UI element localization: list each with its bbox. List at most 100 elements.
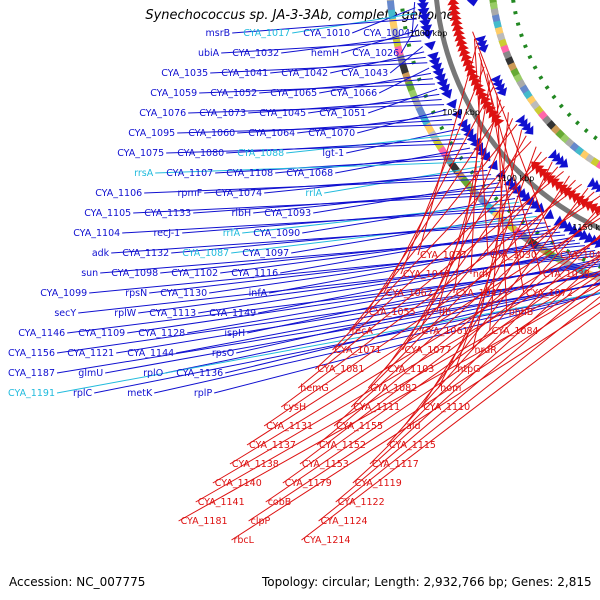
- gene-label[interactable]: CYA_1075: [117, 148, 164, 159]
- gene-label[interactable]: CYA_1088: [237, 148, 284, 159]
- gene-label[interactable]: CYA_1055: [369, 307, 416, 318]
- gene-label[interactable]: CYA_1072: [526, 288, 573, 299]
- gene-label[interactable]: ndk: [473, 269, 491, 280]
- gene-label[interactable]: CYA_1115: [389, 440, 436, 451]
- gene-label[interactable]: CYA_1017: [243, 28, 290, 39]
- gene-label[interactable]: CYA_1132: [122, 248, 169, 259]
- gene-label[interactable]: CYA_1109: [78, 328, 125, 339]
- gene-label[interactable]: CYA_1141: [198, 497, 245, 508]
- gene-label[interactable]: CYA_1062: [386, 288, 433, 299]
- gene-label[interactable]: CYA_1090: [253, 228, 300, 239]
- gene-label[interactable]: ald: [406, 421, 421, 432]
- gene-label[interactable]: rpsN: [125, 288, 147, 299]
- gene-label[interactable]: CYA_1113: [149, 308, 196, 319]
- gene-label[interactable]: CYA_1108: [226, 168, 273, 179]
- gene-label[interactable]: CYA_1077: [405, 345, 452, 356]
- gene-label[interactable]: CYA_1105: [84, 208, 131, 219]
- gene-label[interactable]: CYA_1095: [128, 128, 175, 139]
- gene-label[interactable]: CYA_1098: [111, 268, 158, 279]
- gene-label[interactable]: CYA_1121: [67, 348, 114, 359]
- gene-label[interactable]: CYA_1111: [353, 402, 400, 413]
- gene-label[interactable]: rrfA: [223, 228, 241, 239]
- gene-label[interactable]: CYA_1144: [127, 348, 174, 359]
- gene-label[interactable]: CYA_1117: [372, 459, 419, 470]
- gene-label[interactable]: CYA_1179: [285, 478, 332, 489]
- gene-label[interactable]: cysH: [283, 402, 306, 413]
- gene-label[interactable]: CYA_1191: [8, 388, 55, 399]
- gene-label[interactable]: CYA_1035: [161, 68, 208, 79]
- gene-label[interactable]: infA: [249, 288, 268, 299]
- gene-label[interactable]: CYA_1060: [188, 128, 235, 139]
- gene-label[interactable]: CYA_1030: [490, 250, 537, 261]
- gene-label[interactable]: msrB: [206, 28, 231, 39]
- gene-label[interactable]: CYA_1037: [420, 250, 467, 261]
- gene-label[interactable]: CYA_1116: [231, 268, 278, 279]
- gene-label[interactable]: CYA_1073: [199, 108, 246, 119]
- gene-label[interactable]: nrdR: [475, 345, 498, 356]
- gene-label[interactable]: ubiA: [198, 48, 220, 59]
- gene-label[interactable]: CYA_1146: [18, 328, 65, 339]
- gene-label[interactable]: CYA_1107: [166, 168, 213, 179]
- gene-label[interactable]: rpsO: [212, 348, 234, 359]
- gene-label[interactable]: CYA_1046: [403, 269, 450, 280]
- gene-label[interactable]: CYA_1156: [8, 348, 55, 359]
- gene-label[interactable]: CYA_1071: [335, 345, 382, 356]
- gene-label[interactable]: CYA_1041: [221, 68, 268, 79]
- gene-label[interactable]: htpG: [457, 364, 480, 375]
- gene-label[interactable]: secY: [54, 308, 76, 319]
- gene-label[interactable]: CYA_1065: [270, 88, 317, 99]
- gene-label[interactable]: clpP: [251, 516, 271, 527]
- gene-label[interactable]: CYA_1152: [319, 440, 366, 451]
- gene-label[interactable]: CYA_1138: [232, 459, 279, 470]
- gene-label[interactable]: CYA_1106: [95, 188, 142, 199]
- gene-label[interactable]: hemG: [300, 383, 328, 394]
- gene-label[interactable]: rbcL: [234, 535, 255, 546]
- gene-label[interactable]: CYA_1181: [181, 516, 228, 527]
- gene-label[interactable]: CYA_1061: [422, 326, 469, 337]
- gene-label[interactable]: glmU: [78, 368, 103, 379]
- gene-label[interactable]: CYA_1040: [560, 250, 600, 261]
- gene-label[interactable]: rrsA: [134, 168, 154, 179]
- gene-label[interactable]: ffh: [439, 307, 452, 318]
- gene-label[interactable]: adk: [92, 248, 110, 259]
- gene-label[interactable]: CYA_1104: [73, 228, 120, 239]
- gene-label[interactable]: CYA_1137: [249, 440, 296, 451]
- gene-label[interactable]: CYA_1133: [144, 208, 191, 219]
- gene-label[interactable]: CYA_1119: [355, 478, 402, 489]
- gene-label[interactable]: CYA_1080: [177, 148, 224, 159]
- gene-label[interactable]: CYA_1052: [210, 88, 257, 99]
- gene-label[interactable]: CYA_1068: [286, 168, 333, 179]
- gene-label[interactable]: CYA_1084: [492, 326, 539, 337]
- gene-label[interactable]: CYA_1087: [182, 248, 229, 259]
- gene-label[interactable]: CYA_1032: [232, 48, 279, 59]
- gene-label[interactable]: ribH: [231, 208, 251, 219]
- gene-label[interactable]: CYA_1149: [209, 308, 256, 319]
- gene-label[interactable]: CYA_1038: [543, 269, 590, 280]
- gene-label[interactable]: CYA_1076: [139, 108, 186, 119]
- gene-label[interactable]: CYA_1136: [176, 368, 223, 379]
- gene-label[interactable]: CYA_1122: [338, 497, 385, 508]
- gene-label[interactable]: metK: [127, 388, 153, 399]
- gene-label[interactable]: CYA_1026: [352, 48, 399, 59]
- gene-label[interactable]: rplC: [73, 388, 93, 399]
- gene-label[interactable]: CYA_1187: [8, 368, 55, 379]
- gene-label[interactable]: CYA_1155: [336, 421, 383, 432]
- gene-label[interactable]: hemH: [311, 48, 339, 59]
- gene-label[interactable]: recJ-1: [153, 228, 180, 239]
- gene-label[interactable]: CYA_1153: [302, 459, 349, 470]
- gene-label[interactable]: CYA_1093: [264, 208, 311, 219]
- gene-label[interactable]: CYA_1103: [387, 364, 434, 375]
- gene-label[interactable]: rplO: [143, 368, 163, 379]
- gene-label[interactable]: CYA_1051: [319, 108, 366, 119]
- gene-label[interactable]: CYA_1047: [456, 288, 503, 299]
- gene-label[interactable]: sun: [81, 268, 98, 279]
- gene-label[interactable]: CYA_1081: [317, 364, 364, 375]
- gene-label[interactable]: CYA_1140: [215, 478, 262, 489]
- gene-label[interactable]: recA: [352, 326, 374, 337]
- gene-label[interactable]: cobB: [268, 497, 292, 508]
- gene-label[interactable]: rpmF: [178, 188, 203, 199]
- gene-label[interactable]: CYA_1131: [266, 421, 313, 432]
- gene-label[interactable]: rplW: [114, 308, 137, 319]
- gene-label[interactable]: CYA_1082: [370, 383, 417, 394]
